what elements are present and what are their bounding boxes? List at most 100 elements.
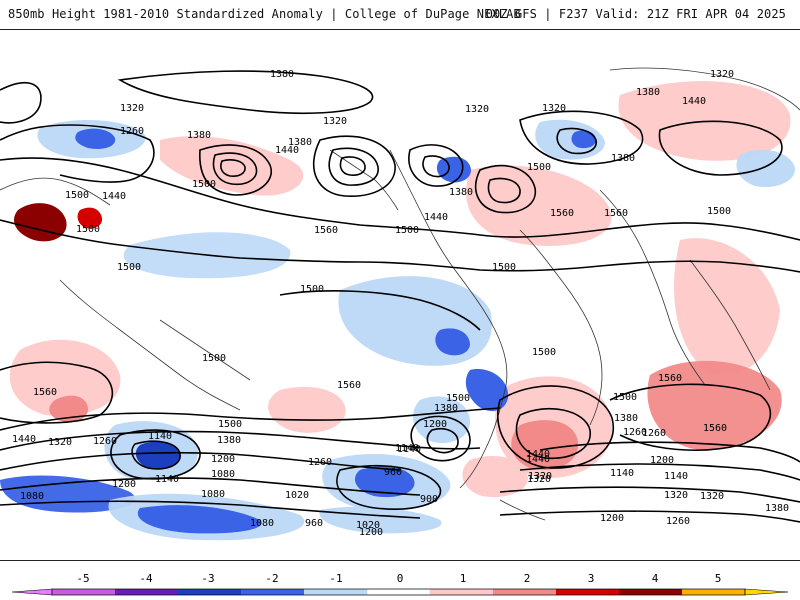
contour-label: 1440	[102, 191, 126, 202]
colorbar-tick: 5	[715, 572, 722, 585]
contour-label: 1500	[532, 347, 556, 358]
contour-line	[0, 477, 421, 496]
contour-label: 1320	[48, 437, 72, 448]
colorbar-segment	[52, 589, 115, 595]
anomaly-area	[268, 386, 346, 433]
anomaly-area	[647, 360, 782, 450]
contour-line	[515, 407, 591, 460]
colorbar-segment	[366, 588, 431, 596]
contour-label: 1440	[275, 145, 299, 156]
contour-label: 1200	[423, 419, 447, 430]
colorbar-tick: 0	[397, 572, 404, 585]
contour-label: 1320	[527, 474, 551, 485]
coastline	[599, 189, 706, 386]
contour-label: 1500	[300, 284, 324, 295]
contour-label: 1320	[120, 103, 144, 114]
anomaly-area	[674, 238, 780, 375]
colorbar: -5 -4 -3 -2 -1 0 1 2 3 4 5	[0, 568, 800, 600]
contour-label: 1380	[434, 403, 458, 414]
contour-label: 1320	[465, 104, 489, 115]
anomaly-area	[466, 165, 612, 246]
contour-label: 1200	[211, 454, 235, 465]
contour-line	[499, 486, 800, 503]
colorbar-tick: -4	[139, 572, 153, 585]
contour-line	[0, 361, 114, 424]
coastline	[689, 259, 771, 391]
contour-label: 1260	[93, 436, 117, 447]
contour-line	[339, 156, 366, 176]
coastline	[609, 67, 800, 111]
contour-label: 1560	[658, 373, 682, 384]
colorbar-segment	[430, 589, 493, 595]
coastline	[519, 229, 603, 426]
contour-line	[658, 120, 783, 176]
anomaly-area	[137, 505, 262, 534]
positive-anomaly-fills	[9, 81, 791, 498]
contour-line	[497, 385, 615, 469]
contour-label: 900	[420, 494, 438, 505]
contour-line	[422, 155, 450, 178]
contour-label: 1320	[664, 490, 688, 501]
contour-label: 1440	[682, 96, 706, 107]
contour-label: 1500	[218, 419, 242, 430]
contour-line	[131, 440, 181, 470]
contour-label: 1320	[323, 116, 347, 127]
contour-label: 1440	[12, 434, 36, 445]
colorbar-tick: -3	[201, 572, 214, 585]
contour-label: 1260	[642, 428, 666, 439]
contour-label: 1440	[526, 449, 550, 460]
contour-line	[220, 159, 246, 177]
contour-label: 1200	[600, 513, 624, 524]
contour-label: 1500	[76, 224, 100, 235]
contour-line	[410, 415, 471, 462]
contour-label: 1200	[650, 455, 674, 466]
contour-label: 1380	[614, 413, 638, 424]
contour-line	[539, 441, 800, 463]
contour-line	[0, 219, 800, 273]
contour-line	[0, 157, 800, 241]
contour-label: 1500	[446, 393, 470, 404]
contour-line	[519, 463, 800, 481]
contour-line	[426, 427, 459, 454]
contour-label: 1320	[710, 69, 734, 80]
coastline	[159, 319, 251, 381]
anomaly-area	[75, 128, 116, 149]
contour-label: 1140	[610, 468, 634, 479]
colorbar-left-cap	[11, 588, 53, 596]
anomaly-area	[13, 203, 67, 242]
contour-label: 1260	[120, 126, 144, 137]
contour-label: 1380	[449, 187, 473, 198]
contour-line	[556, 127, 597, 155]
contour-line	[0, 451, 401, 471]
contour-label: 1380	[288, 137, 312, 148]
contour-line	[212, 152, 258, 186]
contour-line	[328, 147, 379, 186]
contour-label: 1380	[636, 87, 660, 98]
contour-line	[110, 429, 201, 480]
contour-label: 1500	[492, 262, 516, 273]
contour-label: 1500	[192, 179, 216, 190]
anomaly-area	[49, 395, 89, 422]
contour-label: 1500	[707, 206, 731, 217]
contour-label: 1200	[112, 479, 136, 490]
contour-label: 1020	[285, 490, 309, 501]
contour-label: 1500	[395, 225, 419, 236]
map-svg: 1380 1320 1320 1260 1380 1440 1380 1320 …	[0, 30, 800, 560]
colorbar-tick: 2	[524, 572, 531, 585]
contour-label: 1140	[148, 431, 172, 442]
anomaly-map: 1380 1320 1320 1260 1380 1440 1380 1320 …	[0, 29, 800, 561]
coastline	[499, 499, 546, 521]
contour-label: 1380	[187, 130, 211, 141]
anomaly-area	[9, 339, 121, 416]
contour-label: 960	[384, 467, 402, 478]
contour-label: 1380	[611, 153, 635, 164]
contour-label: 1260	[623, 427, 647, 438]
anomaly-area	[413, 396, 470, 444]
colorbar-tick: -2	[265, 572, 278, 585]
contour-line	[474, 164, 536, 214]
colorbar-tick: -5	[76, 572, 89, 585]
colorbar-segment	[115, 589, 178, 595]
contour-label: 1080	[20, 491, 44, 502]
map-header: 850mb Height 1981-2010 Standardized Anom…	[0, 0, 800, 30]
coastline	[59, 279, 241, 411]
